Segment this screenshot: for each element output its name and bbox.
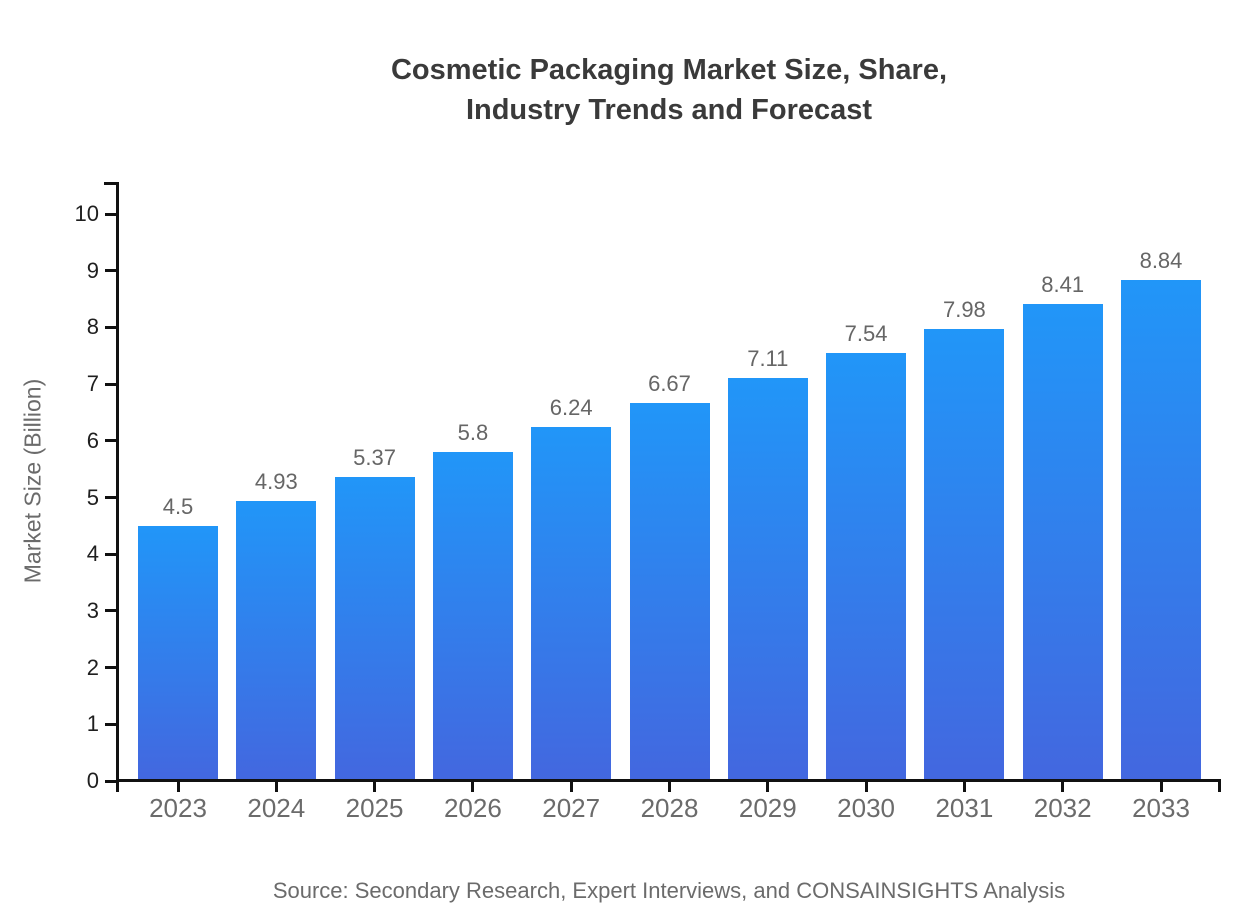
y-tick — [105, 439, 116, 443]
x-tick — [176, 781, 180, 792]
x-axis-end-tick — [1218, 779, 1221, 792]
bar-value-label: 7.98 — [942, 296, 986, 322]
x-tick-label: 2030 — [837, 793, 896, 823]
bar — [1121, 279, 1201, 781]
bar — [138, 525, 218, 781]
y-tick — [105, 779, 116, 783]
chart-title: Cosmetic Packaging Market Size, Share, I… — [390, 54, 948, 126]
x-tick — [1061, 781, 1065, 792]
x-tick-label: 2029 — [738, 793, 797, 823]
bar — [727, 377, 808, 781]
y-tick-label: 6 — [86, 427, 99, 453]
x-tick — [373, 781, 377, 792]
y-tick-label: 4 — [86, 541, 99, 567]
y-tick — [105, 269, 116, 273]
bar-value-label: 6.67 — [648, 370, 691, 396]
x-tick-label: 2024 — [247, 793, 306, 823]
x-tick — [471, 781, 475, 792]
x-tick — [766, 781, 770, 792]
x-tick-label: 2026 — [443, 793, 502, 823]
y-tick-label: 2 — [86, 654, 99, 680]
bar-value-label: 5.37 — [353, 444, 396, 470]
y-tick-label: 10 — [74, 201, 99, 226]
x-tick-label: 2031 — [935, 793, 994, 823]
x-tick-label: 2028 — [640, 793, 699, 823]
bar-value-label: 8.84 — [1139, 247, 1183, 273]
x-tick — [1159, 781, 1163, 792]
y-tick — [105, 382, 116, 386]
x-axis-line — [116, 779, 1221, 782]
bar — [629, 402, 710, 781]
y-tick — [105, 552, 116, 556]
bar — [236, 501, 317, 781]
x-tick-label: 2025 — [345, 793, 404, 823]
y-tick-label: 3 — [86, 597, 99, 623]
y-axis-end-cap — [104, 182, 117, 185]
bar — [1022, 304, 1103, 781]
bar — [432, 452, 513, 781]
y-tick — [105, 609, 116, 613]
bar-value-label: 5.8 — [457, 420, 489, 446]
x-tick-label: 2027 — [542, 793, 601, 823]
bar — [334, 476, 415, 781]
x-tick-label: 2023 — [149, 793, 207, 823]
x-tick — [864, 781, 868, 792]
bar-value-label: 8.41 — [1041, 272, 1085, 298]
x-tick-label: 2032 — [1033, 793, 1092, 823]
bar-value-label: 4.5 — [162, 493, 194, 519]
y-tick — [105, 722, 116, 726]
y-tick — [105, 496, 116, 499]
y-tick — [105, 212, 116, 216]
source-note: Source: Secondary Research, Expert Inter… — [272, 878, 1066, 903]
y-tick — [105, 666, 116, 670]
bar-value-label: 6.24 — [549, 395, 593, 421]
y-tick-label: 1 — [86, 711, 99, 737]
bar-value-label: 7.54 — [844, 321, 888, 347]
x-tick — [668, 781, 671, 792]
x-tick-label: 2033 — [1132, 793, 1190, 823]
y-tick-label: 5 — [86, 484, 99, 510]
y-tick-label: 7 — [86, 371, 99, 397]
x-tick — [569, 781, 573, 792]
y-tick-label: 8 — [86, 314, 99, 340]
bar — [924, 328, 1005, 781]
y-tick-label: 9 — [86, 257, 99, 283]
y-tick-label: 0 — [86, 768, 99, 793]
x-tick — [962, 781, 966, 792]
bar — [826, 353, 907, 781]
x-tick — [274, 781, 278, 792]
bar-value-label: 7.11 — [747, 345, 789, 371]
y-axis-line — [116, 182, 119, 792]
bar-value-label: 4.93 — [254, 469, 298, 495]
bar — [531, 427, 612, 781]
y-tick — [105, 325, 116, 329]
